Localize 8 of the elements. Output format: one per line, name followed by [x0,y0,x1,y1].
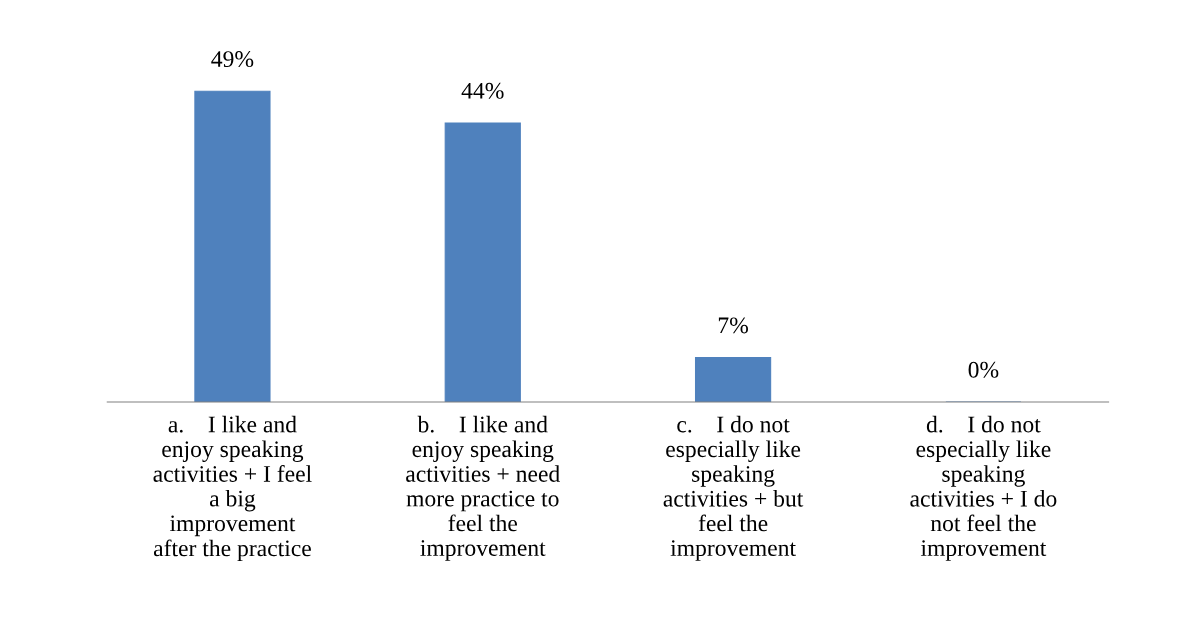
x-tick-label: b. I like and enjoy speaking activities + need more practice to feel the improvement [406,415,560,561]
x-tick-label: c. I do not especially like speaking activities + but feel the improvement [663,415,804,561]
x-tick-label: a. I like and enjoy speaking activities + I feel a big improvement after the practice [153,415,312,562]
x-tick-label: d. I do not especially like speaking activities + I do not feel the improvement [910,415,1057,561]
data-label: 44% [461,82,504,99]
data-label: 0% [968,361,999,378]
data-label: 7% [718,317,749,334]
data-label: 49% [211,51,254,68]
